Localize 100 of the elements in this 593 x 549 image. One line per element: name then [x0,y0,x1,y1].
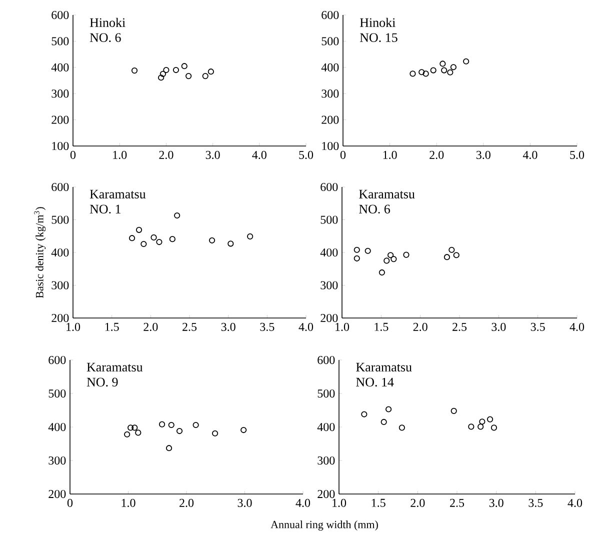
y-tick-label: 600 [322,10,339,20]
point [444,254,450,260]
x-tick-label: 2.0 [159,150,174,160]
y-tick-label: 600 [318,356,335,364]
x-tick-label: 4.0 [296,498,310,508]
point [156,238,162,246]
text: NO. 9 [86,378,118,387]
point [361,411,368,418]
point [212,430,218,436]
x-tick-label: 1.0 [336,322,350,332]
point [136,226,142,233]
point [490,424,498,431]
x-tick-label: 1.0 [332,498,346,508]
x-tick-label: 1.5 [105,322,119,331]
point [172,66,180,74]
point [247,233,254,240]
point [364,248,371,254]
y-tick-label: 500 [52,37,69,46]
point [132,424,138,431]
x-tick-label: 2.0 [180,498,194,508]
y-tick-label: 300 [320,281,338,290]
y-tick-label: 600 [52,182,69,192]
chart-title: Karamatsu [356,362,412,372]
y-tick-label: 400 [48,422,66,432]
chart-title: Karamatsu [359,190,415,198]
y-tick-label: 100 [52,142,69,150]
point [140,240,147,248]
x-tick-label: 2.5 [450,498,464,507]
point [386,406,392,412]
x-tick-label: 3.0 [206,150,220,160]
y-tick-label: 400 [317,422,335,432]
point [378,269,386,276]
x-tick-label: 2.0 [410,498,425,508]
y-tick-label: 500 [322,37,339,46]
point [208,68,214,75]
y-tick-label: 500 [318,389,335,398]
x-tick-label: 4.0 [568,498,582,508]
point [380,418,387,426]
point [202,73,208,80]
x-tick-label: 2.0 [413,322,428,332]
text: NO. 6 [90,33,121,42]
y-tick-label: 200 [48,490,66,498]
point [168,422,174,428]
point [410,70,416,77]
x-tick-label: 3.5 [530,322,545,331]
x-tick-label: 4.0 [298,322,314,332]
x-tick-label: 5.0 [299,150,314,160]
point [430,67,436,74]
point [354,255,360,262]
y-tick-label: 500 [52,216,69,224]
chart-title: Hinoki [90,18,126,27]
y-tick-label: 300 [52,90,69,98]
y-tick-label: 600 [48,356,66,364]
x-tick-label: 5.0 [570,150,584,160]
x-tick-label: 3.0 [489,498,504,508]
chart-title: Karamatsu [90,190,146,198]
x-tick-label: 2.5 [182,322,197,331]
point [422,70,429,77]
x-tick-label: 3.0 [492,322,506,332]
y-tick-label: 300 [318,456,335,465]
x-tick-label: 3.5 [528,498,543,507]
x-tick-label: 4.0 [252,150,266,160]
point [463,58,470,64]
y-tick-label: 200 [320,314,338,322]
x-tick-label: 1.0 [113,150,127,160]
point [448,246,455,253]
point [453,252,460,258]
x-tick-label: 2.5 [452,322,467,331]
y-tick-label: 300 [322,90,339,98]
point [384,258,390,264]
y-tick-label: 200 [52,314,69,322]
point [478,424,484,430]
chart-title: Hinoki [360,18,396,27]
x-tick-label: 0 [340,150,346,159]
y-tick-label: 100 [322,142,339,150]
point [479,418,486,425]
point [166,445,172,452]
point [418,69,425,76]
y-tick-label: 200 [318,490,335,498]
text: NO. 14 [356,378,394,387]
y-tick-label: 400 [51,63,69,72]
point [158,74,164,81]
point [181,63,188,70]
y-axis-title: Basic denity (kg/m$^{3}$) [34,207,46,298]
point [124,431,130,438]
point [208,237,216,244]
x-tick-label: 1.5 [372,498,386,507]
y-tick-label: 400 [321,63,339,72]
point [447,69,454,76]
text: NO. 6 [359,204,390,214]
point [228,240,234,247]
point [450,64,456,70]
y-tick-label: 600 [52,10,69,20]
x-tick-label: 1.0 [66,322,80,332]
point [398,424,405,431]
point [441,67,448,74]
y-tick-label: 200 [322,116,339,124]
text: NO. 15 [360,33,398,42]
y-tick-label: 300 [52,281,69,290]
x-tick-label: 1.0 [383,150,397,160]
